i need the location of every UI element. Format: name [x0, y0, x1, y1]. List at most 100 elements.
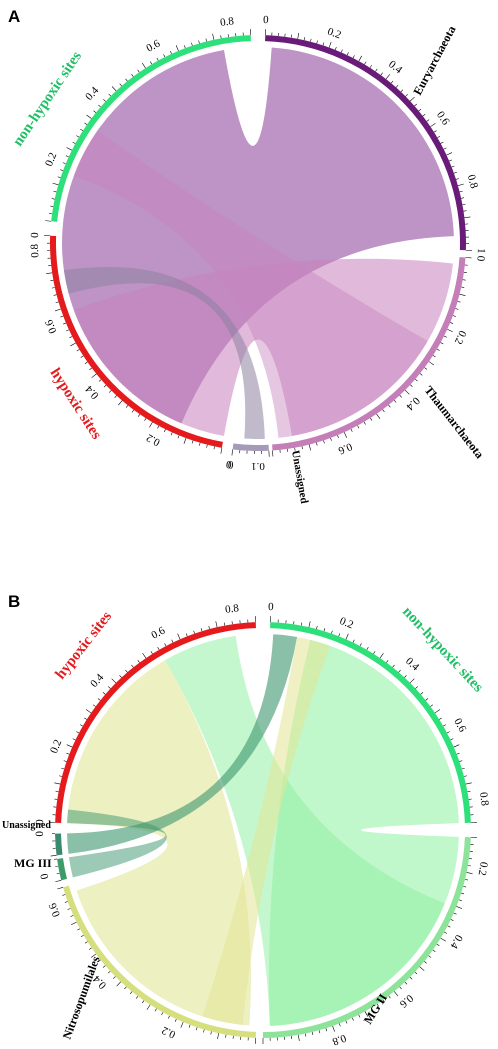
hyp-tick: [89, 367, 92, 371]
b-hyp-tick: [61, 767, 65, 770]
b-non-tick: [392, 664, 395, 668]
thaum-tick: [419, 373, 423, 376]
arc-non-hypoxic-sites: [51, 35, 251, 222]
eury-tick: [464, 216, 471, 218]
b-non-tick: [446, 731, 450, 734]
thaum-tick-label: 0.2: [452, 329, 469, 347]
eury-tick: [316, 40, 318, 44]
non-tick: [51, 198, 55, 200]
b-non-tick-label: 0: [268, 601, 274, 613]
b-non-tick-label: 0.4: [403, 655, 422, 673]
b-hyp-tick: [54, 782, 61, 785]
b-non-tick: [366, 647, 369, 650]
eury-tick: [385, 74, 390, 80]
b-mg2-tick: [370, 1007, 373, 1011]
thaum-tick: [343, 432, 348, 438]
thaum-tick: [462, 279, 466, 281]
non-tick: [53, 190, 57, 193]
non-tick: [220, 35, 222, 39]
b-hyp-tick: [63, 760, 67, 762]
eury-tick: [462, 203, 466, 206]
eury-tick: [461, 197, 465, 199]
b-nitro-tick: [167, 1015, 170, 1019]
b-nitro-tick: [154, 1008, 157, 1012]
b-mg2-tick: [332, 1025, 335, 1032]
hyp-tick: [84, 361, 88, 364]
eury-tick: [453, 171, 457, 174]
eury-tick: [297, 32, 300, 39]
eury-tick: [414, 103, 417, 107]
b-hyp-tick: [55, 790, 59, 793]
b-mg2-tick-label: 0.8: [330, 1032, 347, 1048]
b-nitro-tick-label: 0.6: [47, 901, 63, 919]
eury-tick-label: 0: [263, 14, 269, 26]
b-nitro-tick: [80, 934, 84, 938]
eury-tick: [303, 37, 306, 41]
b-hyp-tick: [102, 692, 106, 695]
eury-tick: [440, 141, 444, 144]
b-nitro-tick: [107, 970, 111, 974]
b-non-tick: [331, 630, 333, 634]
b-non-tick: [459, 760, 463, 762]
b-non-tick: [434, 709, 441, 714]
thaum-tick: [410, 384, 413, 387]
b-non-tick: [430, 704, 434, 707]
eury-tick: [409, 96, 415, 102]
b-mg2-tick: [404, 981, 408, 985]
ribbon-thaum-nonhypoxic: [73, 130, 428, 438]
hyp-tick: [118, 400, 123, 406]
thaum-tick: [404, 389, 410, 395]
non-tick: [57, 176, 61, 178]
hyp-tick: [55, 301, 59, 304]
eury-tick: [369, 65, 372, 68]
eury-tick: [437, 135, 441, 139]
b-nitro-tick: [135, 995, 139, 999]
hyp-tick: [220, 447, 223, 454]
eury-tick: [364, 61, 367, 65]
b-mg2-tick: [436, 943, 440, 947]
eury-tick-label: 0.8: [465, 173, 480, 190]
b-mg2-tick: [467, 865, 471, 867]
thaum-tick: [440, 342, 444, 345]
eury-tick: [322, 42, 325, 46]
b-mg2-tick: [358, 1014, 361, 1018]
eury-tick: [443, 147, 447, 150]
b-non-tick: [359, 643, 362, 647]
b-mg2-tick: [458, 899, 462, 902]
b-hyp-tick-label: 0: [34, 819, 46, 825]
hyp-tick-label: 0.4: [83, 383, 101, 402]
thaum-tick: [337, 435, 339, 439]
b-non-tick: [323, 628, 326, 632]
b-non-tick: [316, 626, 318, 630]
b-mg2-tick-label: 1: [264, 1047, 270, 1049]
thaum-tick: [316, 442, 318, 446]
b-nitro-tick: [129, 991, 133, 995]
thaum-tick-label: 0: [474, 255, 486, 262]
panel-b-ribbons: [67, 634, 459, 1026]
hyp-tick: [60, 315, 64, 318]
ribbon-nitro-hypoxic: [67, 660, 252, 1026]
b-nitro-tick: [77, 928, 81, 931]
non-tick: [84, 122, 88, 125]
non-tick: [76, 135, 80, 138]
thaum-tick: [452, 315, 456, 317]
eury-tick: [457, 183, 464, 186]
non-tick: [60, 169, 64, 171]
non-tick: [141, 62, 146, 69]
b-mg3-tick: [55, 865, 59, 867]
b-hyp-tick: [111, 678, 117, 684]
b-hyp-tick: [200, 628, 203, 632]
eury-tick: [405, 94, 408, 97]
b-nitro-tick: [146, 1004, 151, 1010]
b-non-tick: [352, 639, 355, 643]
hyp-tick: [213, 446, 215, 450]
b-unas-tick: [50, 855, 57, 857]
b-mg2-tick: [424, 961, 427, 964]
b-mg2-tick: [461, 892, 465, 895]
non-tick-label: 0.6: [144, 37, 162, 54]
eury-tick: [422, 114, 426, 117]
arc-unassigned-b: [55, 833, 63, 856]
b-non-tick: [463, 775, 467, 777]
b-hyp-tick: [108, 686, 111, 689]
